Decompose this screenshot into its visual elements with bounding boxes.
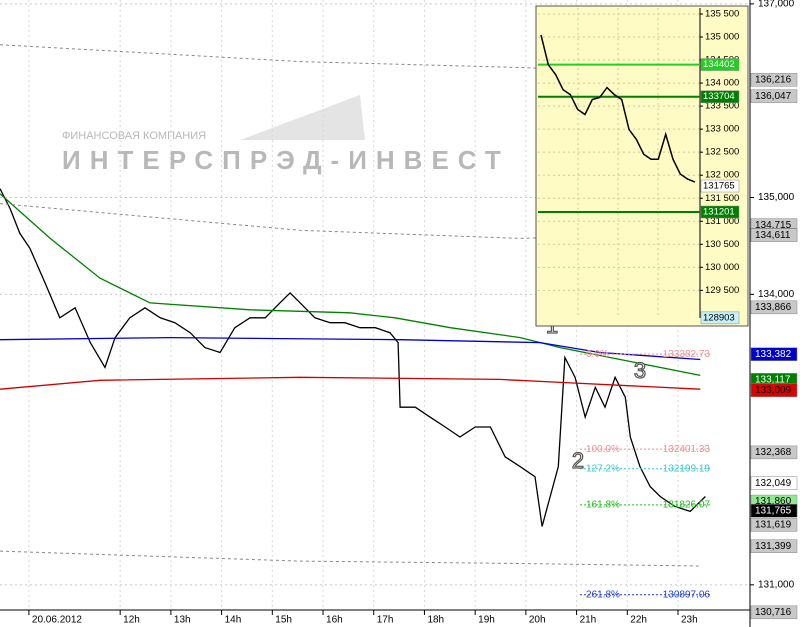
y-tick-label: 134 000 [705,78,739,89]
x-tick-label: 14h [225,615,242,626]
watermark: ФИНАНСОВАЯ КОМПАНИЯ ИНТЕРСПРЭД-ИНВЕСТ [62,95,510,175]
fib-label: 0.0% [586,349,609,360]
fib-label: 161.8% [586,499,620,510]
fib-label: 127.2% [586,463,620,474]
x-tick-label: 20h [529,615,546,626]
x-tick-label: 20.06.2012 [32,615,82,626]
y-tick-label: 131 000 [705,216,739,227]
price-tag-label: 134402 [703,59,735,70]
price-line [0,193,701,377]
price-tag-label: 132,049 [755,478,792,489]
price-tag [750,347,798,361]
price-tag-label: 131,399 [755,541,792,552]
x-tick-label: 22h [630,615,647,626]
price-tag [750,445,798,460]
price-line [0,376,701,390]
fib-label: 261.8% [586,589,620,600]
wave-label: 2 [572,448,584,473]
fib-price: 132401.33 [663,444,711,455]
price-tag [750,504,798,518]
price-tag [750,476,798,491]
price-tag [750,73,798,87]
price-tag [750,605,798,620]
fib-price: 132199.19 [663,463,711,474]
price-tag-label: 133704 [703,91,735,102]
watermark-name: ИНТЕРСПРЭД-ИНВЕСТ [62,145,510,175]
price-tag-label: 134,611 [755,230,791,241]
y-tick-label: 131,000 [758,579,795,590]
y-tick-label: 133 000 [705,124,739,135]
price-tag [700,58,740,71]
y-tick-label: 132 500 [705,147,739,158]
price-tag-label: 133,009 [755,385,792,396]
y-tick-label: 134,000 [758,289,795,300]
wave-label: 3 [634,358,646,383]
price-line [0,550,701,567]
price-line [0,188,706,527]
price-line [0,203,701,239]
y-tick-label: 135 500 [705,9,739,20]
price-tag [750,518,798,532]
x-tick-label: 23h [681,615,698,626]
fib-price: 133382.73 [663,349,711,360]
y-tick-label: 131 500 [705,193,739,204]
price-tag-label: 130,716 [755,607,792,618]
price-tag [750,228,798,242]
y-tick-label: 130 500 [705,239,739,250]
price-tag-label: 131765 [703,181,735,192]
y-tick-label: 133 500 [705,101,739,112]
x-tick-label: 17h [377,615,394,626]
logo [240,95,365,140]
x-tick-label: 19h [478,615,495,626]
price-tag-label: 131201 [703,207,735,218]
x-tick-label: 12h [123,615,140,626]
price-tag-label: 131,860 [755,496,792,507]
price-tag-label: 133,382 [755,349,792,360]
price-tag [750,89,798,103]
x-tick-label: 13h [174,615,191,626]
price-tag [700,90,740,103]
price-tag-label: 133,866 [755,302,792,313]
price-tag [700,311,740,325]
price-tag-label: 132,368 [755,447,792,458]
price-tag-label: 131,619 [755,520,792,531]
y-tick-label: 132 000 [705,170,739,181]
watermark-company: ФИНАНСОВАЯ КОМПАНИЯ [62,130,206,142]
x-tick-label: 21h [580,615,597,626]
price-tag [750,300,798,315]
y-tick-label: 137,000 [758,0,795,10]
price-tag [700,179,740,193]
price-tag-label: 134,715 [755,220,792,231]
y-tick-label: 135,000 [758,192,795,203]
price-tag-label: 136,216 [755,74,792,85]
y-tick-label: 130 000 [705,262,739,273]
price-tag [700,205,740,219]
y-tick-label: 135 000 [705,32,739,43]
y-tick-label: 129 500 [705,285,739,296]
price-tag [750,383,798,398]
fib-label: 100.0% [586,444,620,455]
price-tag-label: 131,765 [755,505,792,516]
price-tag-label: 133,117 [755,374,791,385]
x-tick-label: 18h [427,615,444,626]
x-tick-label: 15h [275,615,292,626]
price-tag [750,539,798,553]
inset-price-line [540,34,696,183]
fib-price: 130897.06 [663,589,711,600]
fib-price: 131826.07 [663,499,711,510]
price-tag-label: 136,047 [755,91,792,102]
price-tag-label: 128903 [703,312,735,323]
price-line [0,44,701,75]
x-tick-label: 16h [326,615,343,626]
